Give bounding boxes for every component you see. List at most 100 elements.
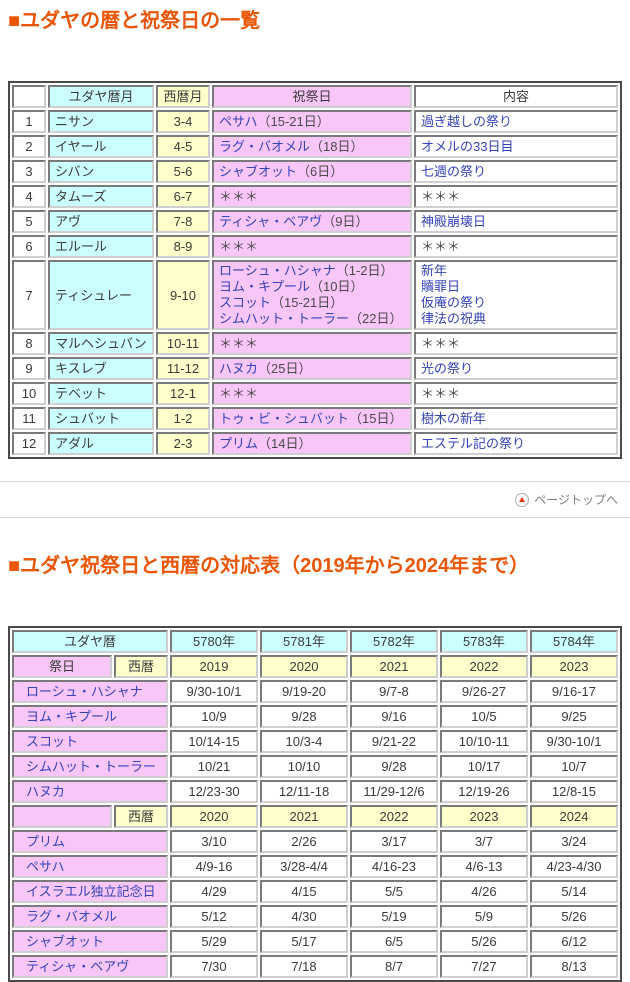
festival-link[interactable]: シムハット・トーラー <box>219 311 350 326</box>
month-name-cell: シバン <box>48 160 154 183</box>
month-name-cell: マルヘシュバン <box>48 332 154 355</box>
date-cell: 9/30-10/1 <box>529 730 618 753</box>
festival-description: 律法の祝典 <box>421 311 487 326</box>
date-cell: 5/5 <box>349 880 438 903</box>
festival-link[interactable]: ヨム・キプール <box>219 279 311 294</box>
festival-link[interactable]: ヨム・キプール <box>26 709 118 724</box>
festival-link[interactable]: ペサハ <box>26 859 65 874</box>
festival-name-cell: イスラエル独立記念日 <box>12 880 169 903</box>
month-number-cell: 2 <box>12 135 46 158</box>
gregorian-month-cell: 7-8 <box>156 210 210 233</box>
empty-marker: ＊＊＊ <box>219 336 259 351</box>
gregorian-month-cell: 12-1 <box>156 382 210 405</box>
date-cell: 12/23-30 <box>170 780 258 803</box>
festival-name-cell: ローシュ・ハシャナ <box>12 680 169 703</box>
festival-line: ハヌカ（25日） <box>219 361 405 377</box>
festival-link[interactable]: ティシャ・ベアヴ <box>219 213 323 229</box>
festival-line: トゥ・ビ・シュバット（15日） <box>219 411 405 427</box>
western-year-header: 2022 <box>349 805 438 828</box>
festival-cell: ＊＊＊ <box>212 382 412 405</box>
date-cell: 3/10 <box>170 830 258 853</box>
header-jewish-month: ユダヤ暦月 <box>48 85 154 108</box>
calendar-row: 9 キスレブ 11-12 ハヌカ（25日） 光の祭り <box>12 357 618 380</box>
date-cell: 9/19-20 <box>260 680 348 703</box>
festival-line: ラグ・バオメル（18日） <box>219 139 405 155</box>
western-year-header: 2021 <box>349 655 438 678</box>
festival-date-note: （10日） <box>310 279 364 294</box>
date-cell: 12/8-15 <box>529 780 618 803</box>
festival-description: 新年 <box>421 263 448 278</box>
description-cell: ＊＊＊ <box>414 235 618 258</box>
festival-date-row: ヨム・キプール 10/9 9/28 9/16 10/5 9/25 <box>12 705 618 728</box>
date-cell: 10/10 <box>260 755 348 778</box>
jewish-year-header-row: ユダヤ暦 5780年 5781年 5782年 5783年 5784年 <box>12 630 618 653</box>
festival-date-note: （15-21日） <box>271 295 344 310</box>
festival-link[interactable]: ハヌカ <box>219 360 259 376</box>
month-name-cell: イヤール <box>48 135 154 158</box>
festival-line: ローシュ・ハシャナ（1-2日） <box>219 263 405 279</box>
festival-link[interactable]: スコット <box>26 734 79 749</box>
month-number-cell: 11 <box>12 407 46 430</box>
page-top-row: ページトップへ <box>0 482 630 517</box>
festival-link[interactable]: シャブオット <box>26 934 105 949</box>
festival-date-row: シャブオット 5/29 5/17 6/5 5/26 6/12 <box>12 930 618 953</box>
date-cell: 4/16-23 <box>349 855 438 878</box>
festival-date-note: （9日） <box>322 213 369 229</box>
empty-marker: ＊＊＊ <box>219 189 259 204</box>
page-top-link[interactable]: ページトップへ <box>515 491 618 508</box>
festival-link[interactable]: シャブオット <box>219 163 298 179</box>
date-cell: 7/27 <box>439 955 528 978</box>
page-title-calendar: ■ユダヤの暦と祝祭日の一覧 <box>8 10 261 32</box>
empty-marker: ＊＊＊ <box>421 239 461 254</box>
date-cell: 9/7-8 <box>349 680 438 703</box>
festival-date-row: ティシャ・ベアヴ 7/30 7/18 8/7 7/27 8/13 <box>12 955 618 978</box>
festival-link[interactable]: ハヌカ <box>26 784 66 799</box>
date-cell: 10/7 <box>529 755 618 778</box>
gregorian-month-cell: 8-9 <box>156 235 210 258</box>
festival-link[interactable]: プリム <box>26 834 66 849</box>
empty-marker: ＊＊＊ <box>421 336 461 351</box>
festival-link[interactable]: ラグ・バオメル <box>26 909 118 924</box>
date-cell: 3/7 <box>439 830 528 853</box>
festival-link[interactable]: プリム <box>219 435 259 451</box>
festival-link[interactable]: ペサハ <box>219 113 258 129</box>
festival-date-note: （14日） <box>258 435 312 451</box>
festival-line: シムハット・トーラー（22日） <box>219 311 405 327</box>
festival-link[interactable]: スコット <box>219 295 272 310</box>
festival-name-cell: プリム <box>12 830 169 853</box>
date-cell: 7/18 <box>260 955 348 978</box>
date-cell: 9/30-10/1 <box>170 680 258 703</box>
month-number-cell: 5 <box>12 210 46 233</box>
date-cell: 5/17 <box>260 930 348 953</box>
festival-description: 神殿崩壊日 <box>421 213 487 229</box>
western-era-header: 西暦 <box>114 805 169 828</box>
festival-date-row: シムハット・トーラー 10/21 10/10 9/28 10/17 10/7 <box>12 755 618 778</box>
date-cell: 4/26 <box>439 880 528 903</box>
date-cell: 5/19 <box>349 905 438 928</box>
festival-link[interactable]: ティシャ・ベアヴ <box>26 959 130 974</box>
date-cell: 9/21-22 <box>349 730 438 753</box>
festival-link[interactable]: ラグ・バオメル <box>219 138 311 154</box>
month-name-cell: アダル <box>48 432 154 455</box>
jewish-year-header: 5783年 <box>439 630 528 653</box>
date-cell: 12/11-18 <box>260 780 348 803</box>
gregorian-month-cell: 10-11 <box>156 332 210 355</box>
festival-name-cell: ペサハ <box>12 855 169 878</box>
festival-cell: ハヌカ（25日） <box>212 357 412 380</box>
festival-link[interactable]: トゥ・ビ・シュバット <box>219 410 350 426</box>
calendar-row: 6 エルール 8-9 ＊＊＊ ＊＊＊ <box>12 235 618 258</box>
date-cell: 9/16-17 <box>529 680 618 703</box>
festival-date-row: スコット 10/14-15 10/3-4 9/21-22 10/10-11 9/30-10… <box>12 730 618 753</box>
month-number-cell: 3 <box>12 160 46 183</box>
festival-link[interactable]: ローシュ・ハシャナ <box>219 263 336 278</box>
date-cell: 4/30 <box>260 905 348 928</box>
empty-marker: ＊＊＊ <box>219 239 259 254</box>
festival-date-row: プリム 3/10 2/26 3/17 3/7 3/24 <box>12 830 618 853</box>
western-year-header: 2021 <box>260 805 348 828</box>
date-cell: 3/24 <box>529 830 618 853</box>
festival-column-header: 祭日 <box>12 655 112 678</box>
festival-link[interactable]: ローシュ・ハシャナ <box>26 684 143 699</box>
festival-link[interactable]: シムハット・トーラー <box>26 759 157 774</box>
festival-link[interactable]: イスラエル独立記念日 <box>26 884 156 899</box>
